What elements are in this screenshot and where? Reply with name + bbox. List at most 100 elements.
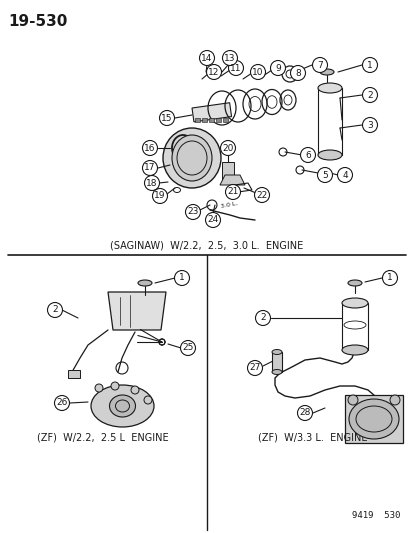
Text: 2: 2 bbox=[52, 305, 58, 314]
Polygon shape bbox=[108, 292, 166, 330]
Text: 1: 1 bbox=[179, 273, 185, 282]
Circle shape bbox=[131, 386, 139, 394]
Text: 22: 22 bbox=[256, 190, 267, 199]
Polygon shape bbox=[219, 175, 244, 185]
Circle shape bbox=[362, 87, 377, 102]
Circle shape bbox=[362, 117, 377, 133]
Circle shape bbox=[159, 110, 174, 125]
Bar bbox=[216, 118, 221, 122]
Text: 15: 15 bbox=[161, 114, 172, 123]
Circle shape bbox=[297, 406, 312, 421]
Text: 3.0 L.: 3.0 L. bbox=[219, 201, 237, 209]
Circle shape bbox=[142, 141, 157, 156]
Text: (ZF)  W/3.3 L.  ENGINE: (ZF) W/3.3 L. ENGINE bbox=[258, 433, 367, 443]
Text: 18: 18 bbox=[146, 179, 157, 188]
Text: 20: 20 bbox=[222, 143, 233, 152]
Text: 13: 13 bbox=[224, 53, 235, 62]
Circle shape bbox=[152, 189, 167, 204]
Text: 12: 12 bbox=[208, 68, 219, 77]
Ellipse shape bbox=[317, 150, 341, 160]
Text: (ZF)  W/2.2,  2.5 L  ENGINE: (ZF) W/2.2, 2.5 L ENGINE bbox=[37, 433, 169, 443]
Text: 2: 2 bbox=[366, 91, 372, 100]
Text: 17: 17 bbox=[144, 164, 155, 173]
Text: 1: 1 bbox=[366, 61, 372, 69]
Text: 21: 21 bbox=[227, 188, 238, 197]
Ellipse shape bbox=[341, 298, 367, 308]
Circle shape bbox=[111, 382, 119, 390]
Text: 24: 24 bbox=[207, 215, 218, 224]
Ellipse shape bbox=[348, 399, 398, 439]
Text: 6: 6 bbox=[304, 150, 310, 159]
Circle shape bbox=[290, 66, 305, 80]
Circle shape bbox=[222, 51, 237, 66]
Ellipse shape bbox=[91, 385, 154, 427]
Text: 8: 8 bbox=[294, 69, 300, 77]
Bar bbox=[223, 118, 228, 122]
Text: 11: 11 bbox=[230, 63, 241, 72]
Bar bbox=[221, 162, 233, 180]
Circle shape bbox=[174, 271, 189, 286]
Circle shape bbox=[300, 148, 315, 163]
Text: 28: 28 bbox=[299, 408, 310, 417]
Text: 4: 4 bbox=[342, 171, 347, 180]
Ellipse shape bbox=[171, 135, 211, 181]
Ellipse shape bbox=[109, 395, 135, 417]
Ellipse shape bbox=[271, 350, 281, 354]
Text: 3: 3 bbox=[366, 120, 372, 130]
Circle shape bbox=[95, 384, 103, 392]
Text: 1: 1 bbox=[386, 273, 392, 282]
Circle shape bbox=[220, 141, 235, 156]
Bar bbox=[195, 118, 199, 122]
Text: 7: 7 bbox=[316, 61, 322, 69]
Text: 27: 27 bbox=[249, 364, 260, 373]
Circle shape bbox=[320, 169, 326, 175]
Text: 2: 2 bbox=[259, 313, 265, 322]
Bar bbox=[209, 118, 214, 122]
Text: 16: 16 bbox=[144, 143, 155, 152]
Circle shape bbox=[180, 341, 195, 356]
Bar bbox=[344, 395, 402, 443]
Circle shape bbox=[144, 175, 159, 190]
Text: 9419  530: 9419 530 bbox=[351, 511, 399, 520]
Circle shape bbox=[347, 395, 357, 405]
Bar bbox=[271, 352, 281, 372]
Ellipse shape bbox=[341, 345, 367, 355]
Circle shape bbox=[270, 61, 285, 76]
Ellipse shape bbox=[347, 280, 361, 286]
Text: 9: 9 bbox=[275, 63, 280, 72]
Circle shape bbox=[255, 311, 270, 326]
Ellipse shape bbox=[271, 369, 281, 375]
Text: 19-530: 19-530 bbox=[8, 14, 67, 29]
Bar bbox=[68, 370, 80, 378]
Circle shape bbox=[389, 395, 399, 405]
Ellipse shape bbox=[138, 280, 152, 286]
Circle shape bbox=[317, 167, 332, 182]
Circle shape bbox=[144, 396, 152, 404]
Circle shape bbox=[142, 160, 157, 175]
Bar bbox=[192, 103, 231, 122]
Text: 19: 19 bbox=[154, 191, 165, 200]
Circle shape bbox=[254, 188, 269, 203]
Ellipse shape bbox=[317, 83, 341, 93]
Circle shape bbox=[205, 213, 220, 228]
Text: 10: 10 bbox=[252, 68, 263, 77]
Text: 23: 23 bbox=[187, 207, 198, 216]
Circle shape bbox=[55, 395, 69, 410]
Circle shape bbox=[206, 64, 221, 79]
Text: (SAGINAW)  W/2.2,  2.5,  3.0 L.  ENGINE: (SAGINAW) W/2.2, 2.5, 3.0 L. ENGINE bbox=[110, 240, 303, 250]
Circle shape bbox=[250, 64, 265, 79]
Circle shape bbox=[185, 205, 200, 220]
Text: 5: 5 bbox=[321, 171, 327, 180]
Text: 14: 14 bbox=[201, 53, 212, 62]
Bar bbox=[202, 118, 206, 122]
Ellipse shape bbox=[163, 128, 221, 188]
Ellipse shape bbox=[319, 69, 333, 75]
Text: 26: 26 bbox=[56, 399, 67, 408]
Circle shape bbox=[382, 271, 396, 286]
Circle shape bbox=[337, 167, 351, 182]
Text: 25: 25 bbox=[182, 343, 193, 352]
Circle shape bbox=[47, 303, 62, 318]
Circle shape bbox=[199, 51, 214, 66]
Circle shape bbox=[362, 58, 377, 72]
Circle shape bbox=[225, 184, 240, 199]
